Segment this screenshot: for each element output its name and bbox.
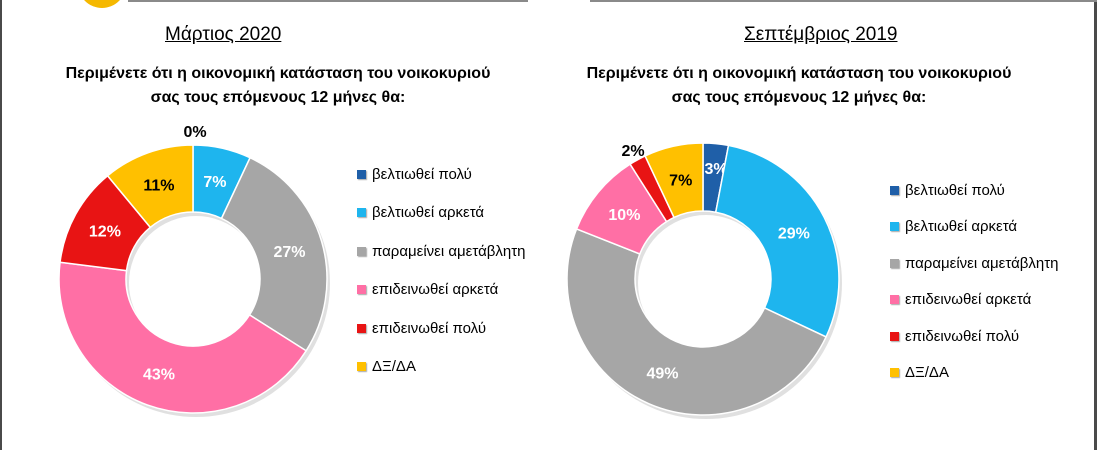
legend-item-unchanged: παραμείνει αμετάβλητη xyxy=(357,241,526,261)
chart-2-title: Σεπτέμβριος 2019 xyxy=(744,24,898,45)
legend-item-dk-na: ΔΞ/ΔΑ xyxy=(890,363,949,383)
slice-somewhat-worse xyxy=(58,261,308,414)
slice-dk-na xyxy=(644,142,704,219)
legend-swatch xyxy=(357,362,366,371)
data-label-somewhat-worse: 43% xyxy=(143,367,175,384)
data-label-dk-na: 7% xyxy=(669,172,692,189)
data-label-very-improve: 0% xyxy=(183,124,206,141)
legend-swatch xyxy=(890,185,899,195)
chart-2-question: Περιμένετε ότι η οικονομική κατάσταση το… xyxy=(586,65,1012,106)
top-divider-right xyxy=(590,0,1097,2)
legend-label: βελτιωθεί αρκετά xyxy=(372,204,485,221)
legend-item-very-improve: βελτιωθεί πολύ xyxy=(890,180,1005,200)
legend-swatch xyxy=(890,331,899,341)
data-label-very-improve: 3% xyxy=(704,161,727,178)
legend-swatch xyxy=(357,169,366,179)
chart-1-title: Μάρτιος 2020 xyxy=(165,24,282,45)
slice-dk-na xyxy=(106,144,194,229)
legend-label: βελτιωθεί αρκετά xyxy=(905,218,1018,235)
data-label-somewhat-improve: 29% xyxy=(778,226,810,243)
slice-somewhat-improve xyxy=(714,144,840,338)
data-label-very-worse: 12% xyxy=(89,224,121,241)
legend-swatch xyxy=(357,285,366,294)
legend-swatch xyxy=(890,222,899,231)
legend-swatch xyxy=(890,368,899,377)
data-label-dk-na: 11% xyxy=(143,177,174,194)
legend-label: επιδεινωθεί αρκετά xyxy=(372,281,499,298)
legend-swatch xyxy=(357,246,366,256)
data-label-somewhat-improve: 7% xyxy=(203,174,226,191)
top-divider-left xyxy=(128,0,528,2)
legend-label: βελτιωθεί πολύ xyxy=(905,181,1005,199)
legend-label: ΔΞ/ΔΑ xyxy=(905,364,949,381)
legend-item-unchanged: παραμείνει αμετάβλητη xyxy=(890,253,1059,273)
data-label-very-worse: 2% xyxy=(621,143,644,160)
data-label-somewhat-worse: 10% xyxy=(608,207,640,224)
legend-swatch xyxy=(357,208,366,217)
data-label-unchanged: 49% xyxy=(646,366,678,383)
legend-label: επιδεινωθεί πολύ xyxy=(905,327,1020,345)
data-label-unchanged: 27% xyxy=(273,244,305,261)
legend-label: βελτιωθεί πολύ xyxy=(372,165,472,183)
corner-badge xyxy=(78,0,126,8)
legend-swatch xyxy=(357,323,366,333)
legend-item-very-worse: επιδεινωθεί πολύ xyxy=(357,318,486,338)
legend-label: παραμείνει αμετάβλητη xyxy=(905,254,1059,272)
legend-item-dk-na: ΔΞ/ΔΑ xyxy=(357,357,416,377)
legend-label: επιδεινωθεί πολύ xyxy=(372,319,487,337)
legend-swatch xyxy=(890,295,899,304)
legend-item-somewhat-worse: επιδεινωθεί αρκετά xyxy=(890,290,1031,310)
legend-swatch xyxy=(890,258,899,268)
chart-1-question: Περιμένετε ότι η οικονομική κατάσταση το… xyxy=(65,65,491,106)
legend-item-somewhat-improve: βελτιωθεί αρκετά xyxy=(357,203,484,223)
slice-unchanged xyxy=(220,156,328,352)
legend-label: επιδεινωθεί αρκετά xyxy=(905,291,1032,308)
legend-item-somewhat-improve: βελτιωθεί αρκετά xyxy=(890,217,1017,237)
legend-label: παραμείνει αμετάβλητη xyxy=(372,242,526,260)
legend-item-somewhat-worse: επιδεινωθεί αρκετά xyxy=(357,280,498,300)
slice-unchanged xyxy=(566,227,828,416)
legend-item-very-improve: βελτιωθεί πολύ xyxy=(357,164,472,184)
legend-label: ΔΞ/ΔΑ xyxy=(372,358,416,375)
legend-item-very-worse: επιδεινωθεί πολύ xyxy=(890,326,1019,346)
